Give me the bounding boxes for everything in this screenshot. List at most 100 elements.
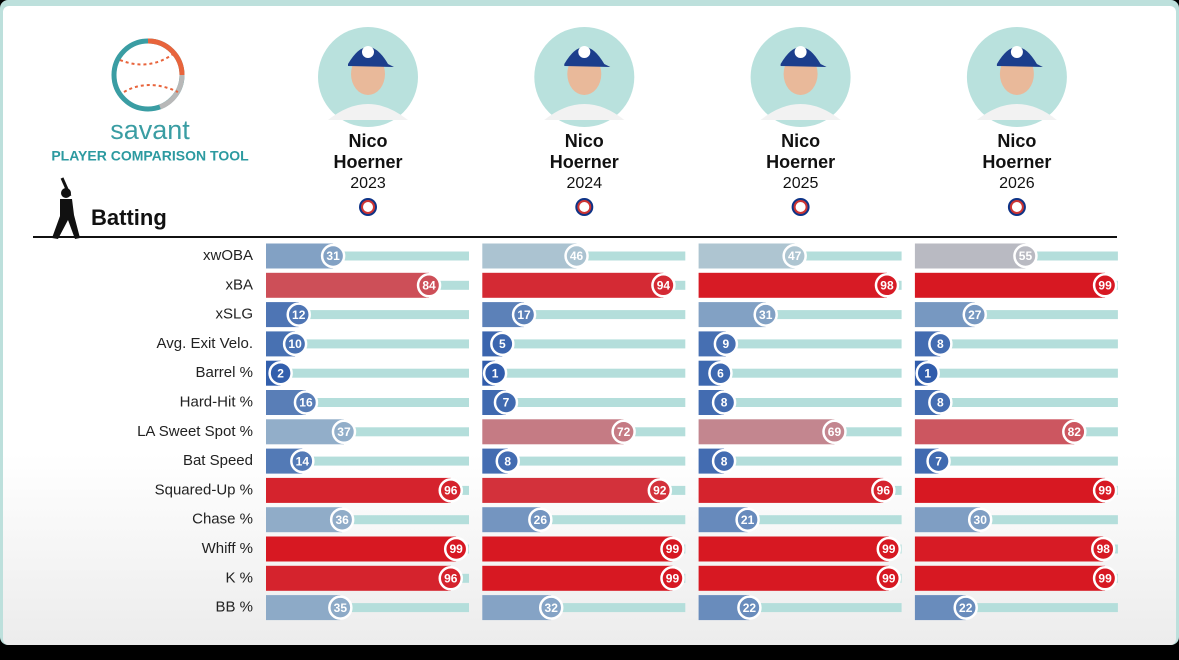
percentile-value: 31 xyxy=(326,249,340,263)
player-shoulders xyxy=(544,104,625,120)
percentile-track xyxy=(302,456,469,466)
percentile-dot xyxy=(320,243,346,269)
percentile-dot xyxy=(735,507,760,532)
percentile-bar xyxy=(266,507,343,533)
percentile-dot xyxy=(874,273,900,298)
percentile-value: 96 xyxy=(444,484,458,498)
percentile-dot xyxy=(660,566,685,591)
percentile-dot xyxy=(651,273,676,298)
percentile-track xyxy=(965,603,1118,613)
logo-subtitle: PLAYER COMPARISON TOOL xyxy=(51,148,249,164)
percentile-dot xyxy=(708,360,733,386)
percentile-dot xyxy=(711,390,737,415)
percentile-dot xyxy=(290,448,315,474)
player-first-name: Nico xyxy=(348,131,387,151)
percentile-track xyxy=(938,456,1118,466)
player-first-name: Nico xyxy=(565,131,604,151)
percentile-dot xyxy=(967,507,993,532)
percentile-bar xyxy=(482,477,660,503)
team-logo-inner xyxy=(793,200,808,214)
percentile-track xyxy=(927,368,1118,378)
percentile-dot xyxy=(713,331,739,357)
percentile-value: 99 xyxy=(450,542,464,556)
player-last-name: Hoerner xyxy=(982,152,1051,172)
percentile-bar xyxy=(914,565,1106,591)
cap-logo xyxy=(794,46,807,58)
percentile-dot xyxy=(443,536,469,562)
percentile-value: 35 xyxy=(334,601,348,615)
percentile-bar xyxy=(482,243,577,269)
percentile-value: 12 xyxy=(292,308,306,322)
metric-label: xSLG xyxy=(215,306,253,323)
savant-logo xyxy=(111,38,185,112)
percentile-dot xyxy=(926,448,951,474)
percentile-value: 7 xyxy=(935,454,942,468)
percentile-bar xyxy=(914,536,1104,562)
percentile-dot xyxy=(782,243,807,269)
batter-icon xyxy=(52,177,80,239)
percentile-value: 99 xyxy=(1098,484,1112,498)
percentile-dot xyxy=(495,448,521,474)
player-season: 2025 xyxy=(783,175,819,192)
percentile-track xyxy=(725,339,902,349)
percentile-value: 46 xyxy=(570,249,584,263)
batter-body xyxy=(52,199,80,239)
percentile-dot xyxy=(928,390,953,415)
percentile-bar xyxy=(266,272,430,298)
player-shoulders xyxy=(328,104,408,120)
percentile-dot xyxy=(416,273,442,298)
percentile-track xyxy=(551,603,686,613)
percentile-track xyxy=(940,398,1118,407)
percentile-bar xyxy=(914,419,1075,445)
percentile-value: 72 xyxy=(617,425,631,439)
percentile-value: 8 xyxy=(937,396,944,410)
percentile-value: 14 xyxy=(296,454,310,468)
percentile-dot xyxy=(871,478,896,503)
percentile-dot xyxy=(822,419,847,445)
percentile-value: 99 xyxy=(882,542,896,556)
percentile-track xyxy=(305,398,469,407)
percentile-track xyxy=(505,398,686,407)
percentile-value: 5 xyxy=(499,337,506,351)
percentile-value: 8 xyxy=(504,454,511,468)
percentile-bar xyxy=(482,419,624,445)
metric-label: Squared-Up % xyxy=(155,481,253,498)
percentile-track xyxy=(524,310,686,320)
percentile-dot xyxy=(293,390,319,415)
percentile-value: 96 xyxy=(877,484,891,498)
percentile-bar xyxy=(698,419,835,445)
cap-logo xyxy=(578,46,591,58)
percentile-dot xyxy=(282,331,308,357)
percentile-value: 36 xyxy=(335,513,349,527)
percentile-track xyxy=(502,339,686,349)
percentile-value: 8 xyxy=(937,337,944,351)
percentile-bar xyxy=(266,595,341,621)
percentile-value: 47 xyxy=(788,249,802,263)
team-logo-inner xyxy=(577,200,592,214)
percentile-track xyxy=(333,251,469,261)
percentile-value: 1 xyxy=(924,366,931,380)
percentile-dot xyxy=(286,302,311,327)
percentile-dot xyxy=(647,478,673,503)
metric-label: Avg. Exit Velo. xyxy=(157,335,253,352)
percentile-track xyxy=(940,339,1118,349)
percentile-dot xyxy=(528,507,553,532)
percentile-dot xyxy=(1092,566,1118,591)
metric-label: Hard-Hit % xyxy=(180,393,253,410)
percentile-bar xyxy=(266,565,451,591)
percentile-bar xyxy=(482,565,673,591)
logo-name: savant xyxy=(110,115,190,145)
percentile-value: 7 xyxy=(503,396,510,410)
player-last-name: Hoerner xyxy=(766,152,835,172)
percentile-track xyxy=(749,603,902,613)
percentile-track xyxy=(1025,251,1118,261)
percentile-value: 69 xyxy=(828,425,842,439)
percentile-dot xyxy=(611,419,636,445)
percentile-value: 8 xyxy=(721,396,728,410)
percentile-dot xyxy=(538,595,564,620)
metric-label: xBA xyxy=(225,276,253,293)
percentile-dot xyxy=(490,331,515,357)
percentile-track xyxy=(794,251,902,261)
logo-stitches xyxy=(119,51,179,93)
percentile-track xyxy=(540,515,686,525)
